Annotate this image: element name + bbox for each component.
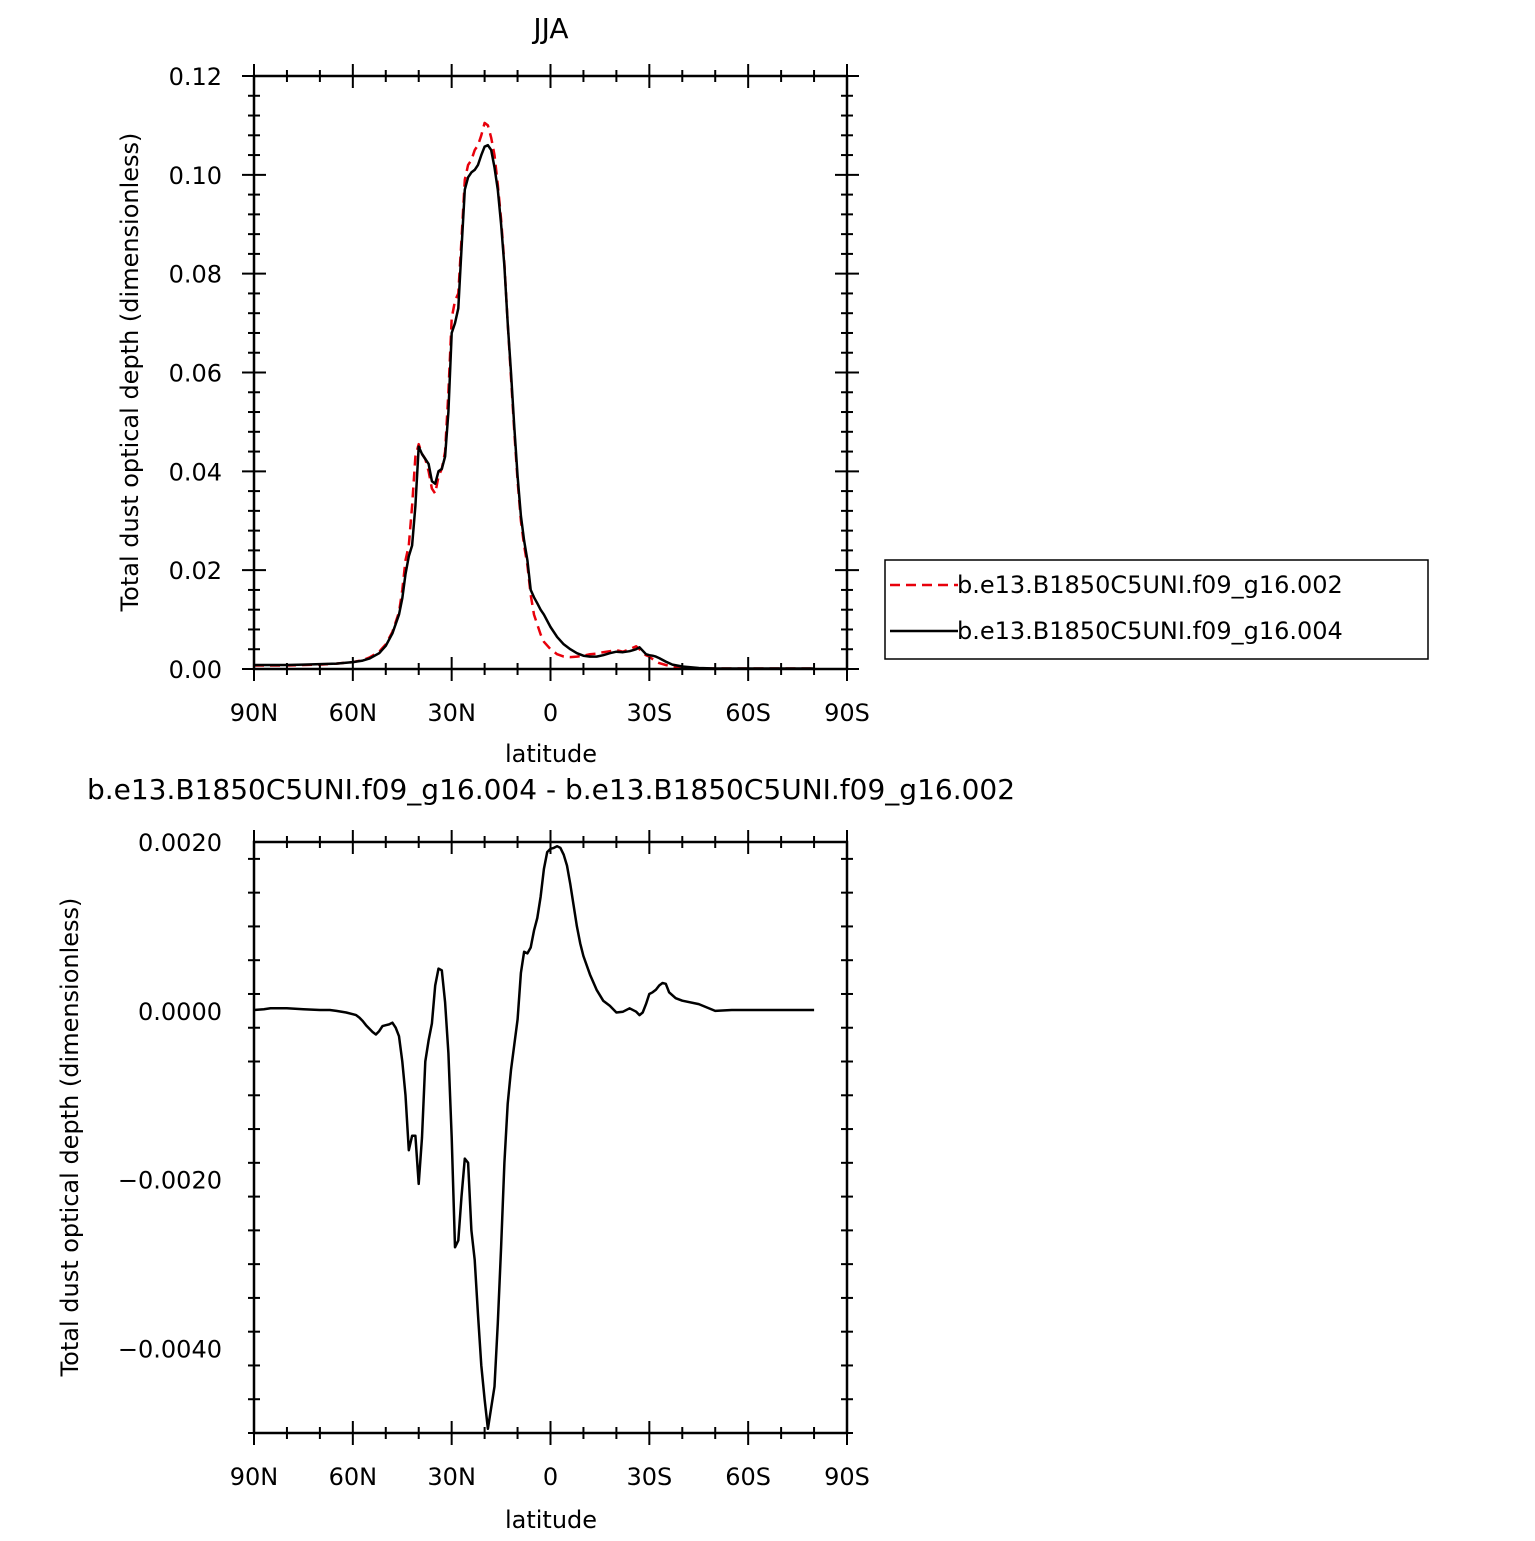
- top-y-axis-label: Total dust optical depth (dimensionless): [116, 133, 144, 613]
- bottom-x-tick-label: 90N: [230, 1463, 279, 1491]
- bottom-x-tick-label: 0: [543, 1463, 558, 1491]
- top-x-tick-label: 60N: [329, 699, 378, 727]
- top-ticks-group: [242, 64, 859, 681]
- top-y-tick-label: 0.10: [169, 162, 222, 190]
- bottom-x-tick-label: 90S: [824, 1463, 870, 1491]
- top-x-tick-label: 60S: [725, 699, 771, 727]
- top-x-tick-label: 0: [543, 699, 558, 727]
- bottom-panel: b.e13.B1850C5UNI.f09_g16.004 - b.e13.B18…: [56, 773, 1015, 1534]
- bottom-y-tick-label: 0.0000: [138, 998, 222, 1026]
- top-x-tick-label: 90S: [824, 699, 870, 727]
- bottom-ticks-group: [248, 830, 853, 1445]
- legend-box: [884, 559, 1429, 660]
- top-x-axis-label: latitude: [505, 740, 597, 768]
- top-x-tick-label: 30N: [427, 699, 476, 727]
- bottom-x-tick-label: 30S: [626, 1463, 672, 1491]
- top-y-tick-labels: 0.00 0.02 0.04 0.06 0.08 0.10 0.12: [169, 63, 222, 684]
- top-y-tick-label: 0.12: [169, 63, 222, 91]
- top-y-tick-label: 0.02: [169, 557, 222, 585]
- top-series-line-1: [254, 121, 815, 670]
- top-x-tick-label: 90N: [230, 699, 279, 727]
- legend: b.e13.B1850C5UNI.f09_g16.002 b.e13.B1850…: [884, 559, 1429, 660]
- bottom-plot-frame: [252, 840, 849, 1435]
- bottom-series-group: [253, 844, 815, 1431]
- bottom-series-line-1: [253, 844, 815, 1431]
- top-plot-title: JJA: [531, 12, 568, 45]
- top-y-tick-label: 0.04: [169, 458, 222, 486]
- top-x-tick-label: 30S: [626, 699, 672, 727]
- top-plot-frame: [252, 74, 849, 671]
- bottom-y-tick-label: 0.0020: [138, 829, 222, 857]
- bottom-y-tick-labels: 0.0020 0.0000 −0.0020 −0.0040: [118, 829, 222, 1364]
- bottom-x-axis-label: latitude: [505, 1506, 597, 1534]
- top-series-group: [254, 121, 815, 670]
- bottom-y-axis-label: Total dust optical depth (dimensionless): [56, 898, 84, 1378]
- top-series-line-2: [254, 143, 815, 670]
- bottom-x-tick-label: 60S: [725, 1463, 771, 1491]
- top-x-tick-labels: 90N 60N 30N 0 30S 60S 90S: [230, 699, 870, 727]
- top-y-tick-label: 0.08: [169, 261, 222, 289]
- bottom-x-tick-label: 30N: [427, 1463, 476, 1491]
- legend-label-series-1: b.e13.B1850C5UNI.f09_g16.002: [957, 571, 1343, 599]
- bottom-x-tick-labels: 90N 60N 30N 0 30S 60S 90S: [230, 1463, 870, 1491]
- top-y-tick-label: 0.06: [169, 360, 222, 388]
- bottom-y-tick-label: −0.0040: [118, 1336, 222, 1364]
- bottom-x-tick-label: 60N: [329, 1463, 378, 1491]
- bottom-y-tick-label: −0.0020: [118, 1167, 222, 1195]
- top-y-tick-label: 0.00: [169, 656, 222, 684]
- legend-label-series-2: b.e13.B1850C5UNI.f09_g16.004: [957, 617, 1343, 645]
- top-panel: JJA 90N 60N 30N 0 30S 60S 90S 0.00 0.02 0.04 0.06…: [116, 12, 1429, 768]
- bottom-plot-title: b.e13.B1850C5UNI.f09_g16.004 - b.e13.B18…: [87, 773, 1015, 806]
